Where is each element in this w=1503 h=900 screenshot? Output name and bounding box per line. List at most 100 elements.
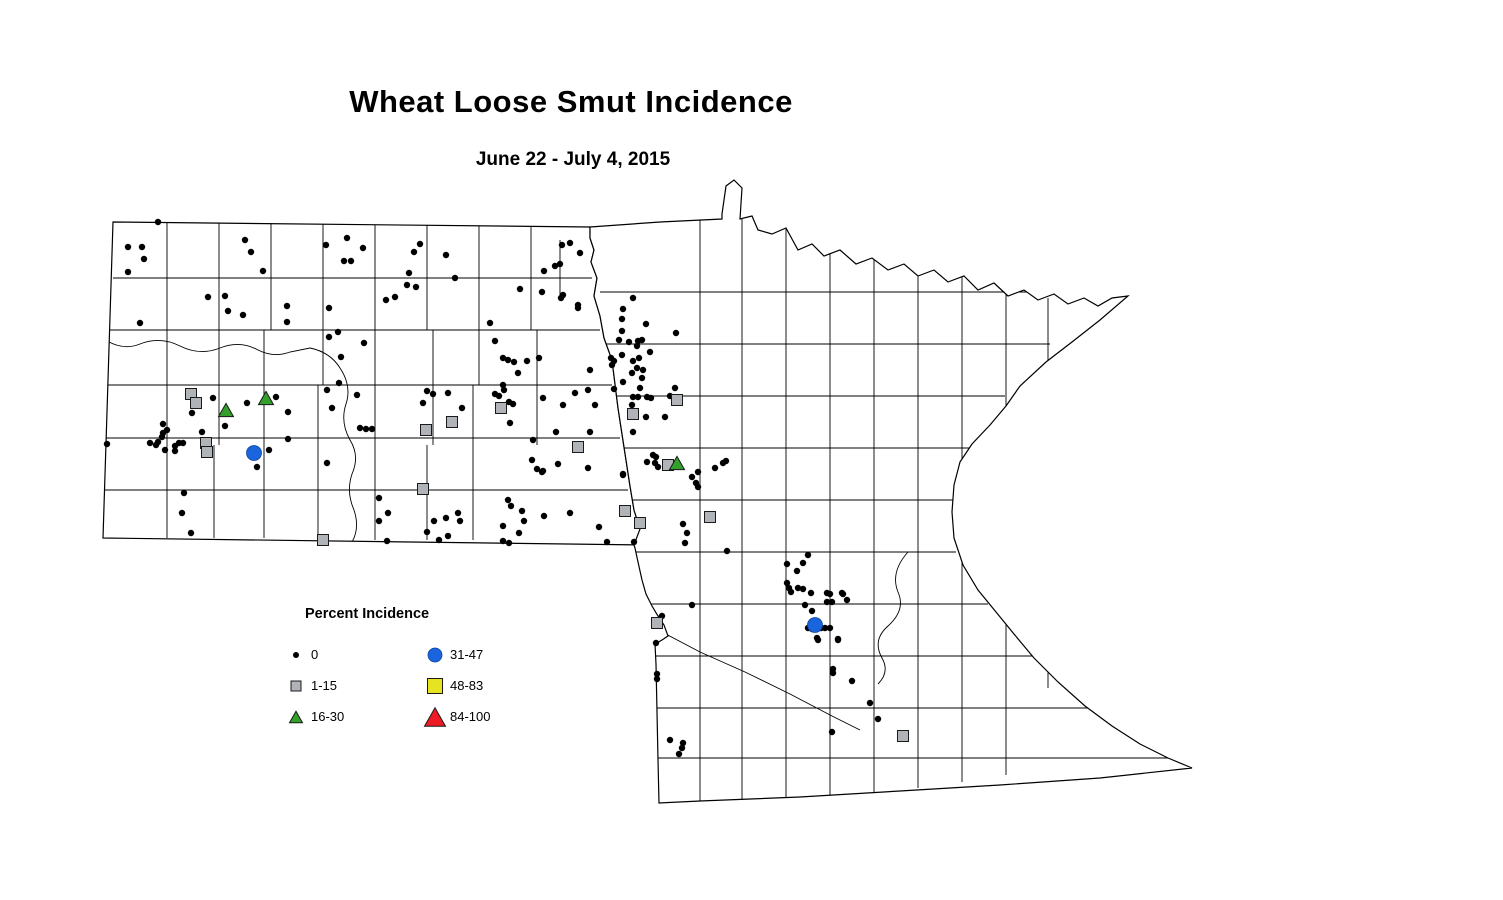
marker-0 — [138, 243, 146, 251]
marker-1-15 — [420, 424, 432, 436]
marker-1-15 — [897, 730, 909, 742]
minnesota-river-boundary — [661, 551, 909, 731]
marker-1-15 — [317, 534, 329, 546]
marker-0 — [591, 401, 599, 409]
marker-0 — [619, 471, 627, 479]
legend-item: 48-83 — [422, 670, 561, 701]
marker-0 — [284, 408, 292, 416]
legend-item: 1-15 — [283, 670, 422, 701]
triangle-icon — [423, 706, 447, 727]
marker-0 — [633, 364, 641, 372]
marker-0 — [603, 538, 611, 546]
marker-0 — [559, 401, 567, 409]
marker-0 — [337, 353, 345, 361]
marker-0 — [518, 507, 526, 515]
legend-label: 48-83 — [450, 678, 484, 693]
marker-0 — [444, 532, 452, 540]
marker-0 — [419, 399, 427, 407]
legend-triangle-marker — [283, 705, 309, 729]
marker-0 — [538, 468, 546, 476]
marker-0 — [723, 547, 731, 555]
legend-item: 0 — [283, 639, 422, 670]
marker-0 — [514, 369, 522, 377]
marker-0 — [323, 459, 331, 467]
marker-0 — [671, 384, 679, 392]
marker-0 — [362, 425, 370, 433]
marker-0 — [618, 351, 626, 359]
marker-0 — [618, 327, 626, 335]
marker-0 — [383, 537, 391, 545]
marker-0 — [265, 446, 273, 454]
marker-0 — [808, 607, 816, 615]
marker-16-30 — [257, 390, 275, 406]
marker-0 — [586, 428, 594, 436]
marker-0 — [451, 274, 459, 282]
map-title: Wheat Loose Smut Incidence — [349, 84, 793, 119]
marker-0 — [629, 428, 637, 436]
marker-0 — [239, 311, 247, 319]
marker-0 — [499, 381, 507, 389]
marker-0 — [253, 463, 261, 471]
marker-0 — [140, 255, 148, 263]
marker-0 — [678, 744, 686, 752]
legend-item: 31-47 — [422, 639, 561, 670]
marker-0 — [629, 294, 637, 302]
marker-0 — [359, 244, 367, 252]
marker-1-15 — [627, 408, 639, 420]
marker-0 — [454, 509, 462, 517]
north-dakota-outline — [102, 221, 645, 546]
legend-dot-marker — [283, 643, 309, 667]
marker-0 — [368, 425, 376, 433]
marker-0 — [429, 390, 437, 398]
marker-1-15 — [495, 402, 507, 414]
marker-0 — [539, 394, 547, 402]
legend-yellow-square-marker — [422, 674, 448, 698]
marker-0 — [335, 379, 343, 387]
marker-0 — [619, 378, 627, 386]
marker-0 — [103, 440, 111, 448]
marker-0 — [375, 494, 383, 502]
marker-0 — [629, 393, 637, 401]
marker-0 — [628, 401, 636, 409]
marker-0 — [535, 354, 543, 362]
marker-0 — [559, 291, 567, 299]
marker-0 — [442, 251, 450, 259]
marker-0 — [198, 428, 206, 436]
marker-0 — [154, 218, 162, 226]
marker-0 — [528, 456, 536, 464]
marker-0 — [356, 424, 364, 432]
marker-1-15 — [190, 397, 202, 409]
marker-31-47 — [807, 617, 823, 633]
marker-0 — [533, 465, 541, 473]
marker-0 — [283, 302, 291, 310]
marker-0 — [826, 590, 834, 598]
marker-0 — [224, 307, 232, 315]
marker-0 — [499, 354, 507, 362]
marker-0 — [566, 509, 574, 517]
marker-0 — [681, 539, 689, 547]
marker-0 — [839, 590, 847, 598]
marker-0 — [661, 413, 669, 421]
marker-0 — [843, 596, 851, 604]
marker-0 — [538, 288, 546, 296]
state-north-dakota — [102, 221, 645, 546]
marker-0 — [694, 483, 702, 491]
marker-0 — [787, 588, 795, 596]
marker-0 — [442, 514, 450, 522]
legend-circle-marker — [422, 643, 448, 667]
triangle-icon — [288, 709, 304, 723]
marker-0 — [322, 241, 330, 249]
marker-0 — [243, 399, 251, 407]
marker-0 — [178, 509, 186, 517]
circle-icon — [427, 647, 443, 662]
marker-31-47 — [246, 445, 262, 461]
marker-0 — [628, 369, 636, 377]
marker-0 — [163, 426, 171, 434]
legend: Percent Incidence 0 1-15 16-30 31-47 48-… — [283, 605, 583, 732]
marker-0 — [821, 624, 829, 632]
marker-0 — [506, 419, 514, 427]
marker-0 — [595, 523, 603, 531]
marker-0 — [551, 262, 559, 270]
marker-0 — [576, 249, 584, 257]
marker-0 — [638, 374, 646, 382]
